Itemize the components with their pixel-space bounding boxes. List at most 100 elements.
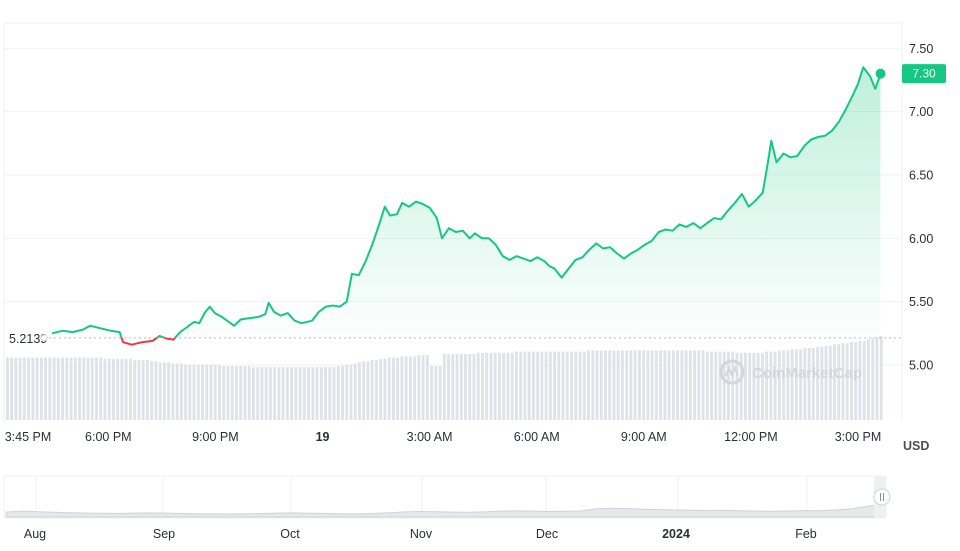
reference-value-label: 5.2139 [9, 332, 47, 346]
volume-bar [459, 354, 463, 420]
volume-bar [18, 357, 22, 420]
y-tick-label: 7.00 [909, 105, 933, 119]
volume-bar [124, 358, 128, 420]
range-navigator[interactable]: Aug Sep Oct Nov Dec 2024 Feb [3, 475, 891, 541]
volume-bar [850, 342, 853, 420]
volume-bar [582, 351, 586, 420]
volume-bar [646, 350, 650, 420]
x-tick-label: 3:45 PM [5, 430, 52, 444]
x-axis: 3:45 PM 6:00 PM 9:00 PM 19 3:00 AM 6:00 AM 9:0… [5, 430, 882, 444]
volume-bar [481, 352, 484, 420]
volume-bar [514, 351, 518, 420]
volume-bar [48, 357, 52, 420]
volume-bar [786, 350, 790, 420]
current-price-badge-text: 7.30 [912, 67, 936, 81]
navigator-month-label: Feb [795, 527, 817, 541]
volume-bar [756, 352, 760, 420]
watermark: CoinMarketCap [719, 359, 862, 385]
volume-bar [430, 366, 433, 420]
volume-bar [544, 351, 548, 420]
volume-bar [782, 350, 786, 420]
volume-bar [502, 352, 506, 420]
volume-bar [103, 358, 107, 420]
volume-bar [714, 351, 718, 420]
volume-bar [281, 367, 285, 420]
volume-bar [871, 338, 875, 420]
volume-bar [841, 343, 845, 420]
volume-bar [816, 346, 819, 420]
navigator-handle[interactable] [873, 488, 891, 506]
volume-bar [451, 354, 455, 420]
x-tick-label: 6:00 PM [85, 430, 132, 444]
volume-bar [22, 357, 26, 420]
current-price-badge: 7.30 [902, 64, 946, 84]
volume-bar [158, 362, 162, 420]
volume-bar [171, 363, 175, 420]
volume-bar [150, 361, 154, 420]
volume-bar [10, 357, 14, 420]
volume-bars [6, 336, 883, 420]
volume-bar [400, 356, 404, 420]
volume-bar [476, 352, 480, 420]
volume-bar [591, 350, 595, 420]
volume-bar [604, 350, 607, 420]
volume-bar [65, 357, 69, 420]
volume-bar [413, 356, 417, 420]
volume-bar [14, 357, 18, 420]
volume-bar [676, 350, 680, 420]
volume-bar [133, 360, 137, 420]
volume-bar [328, 367, 332, 420]
navigator-month-label: Nov [410, 527, 433, 541]
volume-bar [145, 360, 149, 420]
volume-bar [773, 351, 777, 420]
volume-bar [811, 348, 815, 420]
volume-bar [879, 336, 883, 420]
volume-bar [663, 350, 667, 420]
volume-bar [633, 350, 637, 420]
volume-bar [625, 350, 629, 420]
volume-bar [637, 350, 641, 420]
volume-bar [341, 366, 344, 420]
volume-bar [302, 367, 306, 420]
volume-bar [184, 364, 187, 420]
y-axis: 7.50 7.00 6.50 6.00 5.50 5.00 [909, 42, 933, 373]
volume-bar [680, 350, 684, 420]
drag-handle-icon[interactable] [873, 488, 891, 506]
volume-bar [765, 351, 769, 420]
volume-bar [61, 357, 64, 420]
volume-bar [574, 351, 578, 420]
volume-bar [752, 352, 756, 420]
volume-bar [404, 356, 408, 420]
volume-bar [52, 357, 56, 420]
navigator-month-label: Aug [24, 527, 46, 541]
volume-bar [69, 357, 73, 420]
volume-bar [820, 346, 824, 420]
volume-bar [587, 350, 590, 420]
volume-bar [485, 352, 489, 420]
volume-bar [315, 367, 319, 420]
volume-bar [705, 351, 709, 420]
volume-bar [612, 350, 616, 420]
navigator-month-dividers [35, 476, 808, 518]
volume-bar [383, 358, 387, 420]
volume-bar [833, 344, 836, 420]
volume-bar [196, 364, 200, 420]
volume-bar [578, 351, 582, 420]
y-tick-label: 5.50 [909, 295, 933, 309]
volume-bar [790, 349, 794, 420]
volume-bar [27, 357, 31, 420]
volume-bar [120, 358, 124, 420]
volume-bar [510, 352, 514, 420]
volume-bar [307, 367, 310, 420]
volume-bar [179, 363, 183, 420]
x-tick-label: 6:00 AM [514, 430, 560, 444]
volume-bar [688, 350, 692, 420]
volume-bar [654, 350, 658, 420]
current-price-badge-bg [902, 64, 946, 84]
volume-bar [332, 367, 336, 420]
volume-bar [523, 351, 527, 420]
volume-bar [727, 351, 730, 420]
volume-bar [447, 354, 450, 420]
volume-bar [239, 366, 243, 420]
